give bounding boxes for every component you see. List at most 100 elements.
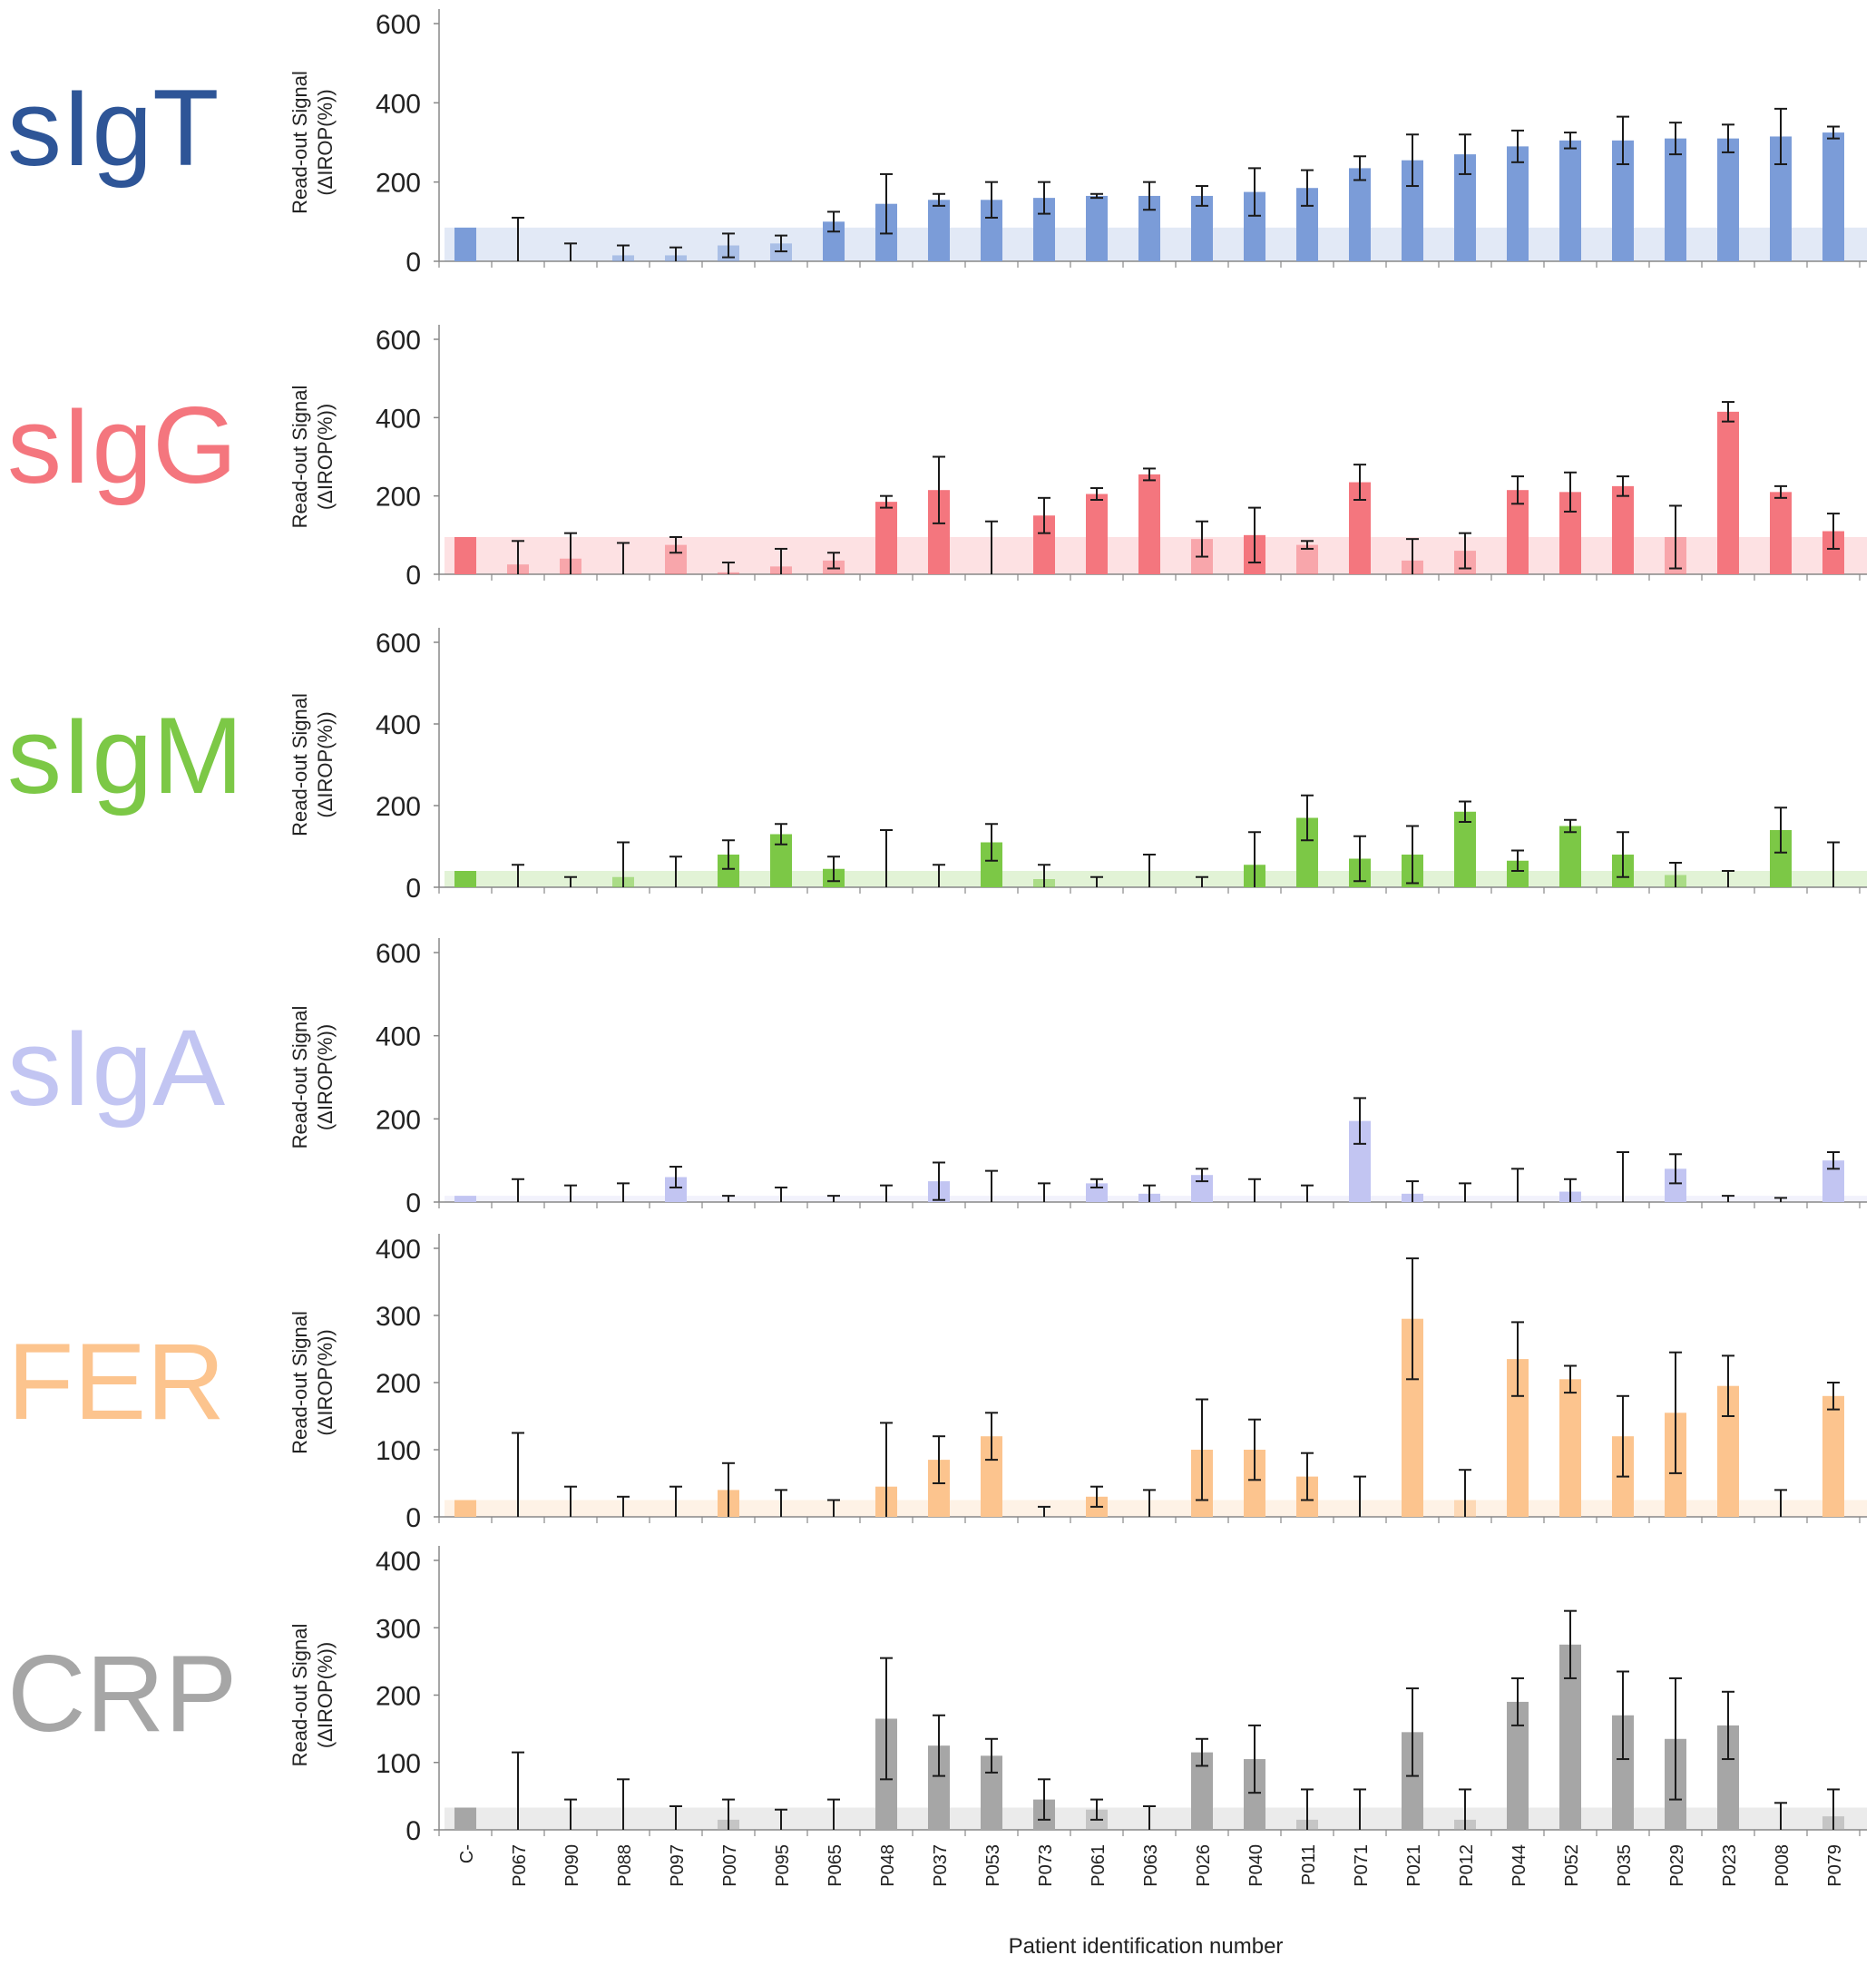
x-tick-label-p012: P012: [1457, 1844, 1477, 1887]
y-tick-label: 200: [376, 792, 421, 822]
panel-sigg: sIgG Read-out Signal (ΔIROP(%)) 0 200 400 600: [7, 325, 1867, 591]
y-axis-title: Read-out Signal (ΔIROP(%)): [288, 71, 337, 214]
y-tick-label: 400: [376, 1547, 421, 1577]
panel-label-crp: CRP: [7, 1633, 237, 1755]
bar-p061: [1086, 494, 1108, 574]
bar-p052: [1559, 140, 1581, 261]
x-tick-label-p079: P079: [1825, 1844, 1845, 1887]
y-tick-label: 200: [376, 483, 421, 513]
y-axis-title-line1: Read-out Signal: [288, 693, 311, 836]
bar-p044: [1507, 146, 1529, 261]
bar-c-: [454, 1500, 476, 1517]
x-tick-labels-group: C- P067 P090 P088 P097 P007 P095 P065 P048 P037 P0…: [457, 1844, 1845, 1887]
panel-label-sigm: sIgM: [7, 695, 243, 816]
y-axis-title: Read-out Signal (ΔIROP(%)): [288, 386, 337, 529]
x-tick-label-p008: P008: [1773, 1844, 1793, 1887]
bar-p023: [1717, 138, 1739, 261]
bar-c-: [454, 227, 476, 261]
panel-label-siga: sIgA: [7, 1007, 225, 1129]
bar-c-: [454, 536, 476, 574]
x-tick-label-p063: P063: [1141, 1844, 1161, 1887]
y-axis-title-line2: (ΔIROP(%)): [314, 1329, 337, 1435]
y-axis-title-line1: Read-out Signal: [288, 1624, 311, 1767]
bar-p095: [770, 243, 792, 261]
x-tick-label-p021: P021: [1404, 1844, 1424, 1887]
panel-fer: FER Read-out Signal (ΔIROP(%)) 0 100 200 300 40…: [7, 1234, 1867, 1533]
x-tick-label-p037: P037: [931, 1844, 951, 1887]
y-axis-title-line2: (ΔIROP(%)): [314, 711, 337, 817]
y-tick-label: 0: [405, 1188, 421, 1218]
panel-sigm: sIgM Read-out Signal (ΔIROP(%)) 0 200 400 600: [7, 628, 1867, 904]
x-tick-label-p097: P097: [668, 1844, 688, 1887]
y-tick-label: 0: [405, 1503, 421, 1533]
x-tick-label-p061: P061: [1089, 1844, 1109, 1887]
y-tick-label: 0: [405, 1816, 421, 1846]
bar-p079: [1822, 132, 1844, 261]
y-tick-label: 400: [376, 710, 421, 740]
bar-p012: [1454, 811, 1476, 887]
y-tick-label: 0: [405, 561, 421, 591]
x-tick-label-c-: C-: [457, 1844, 477, 1863]
bar-c-: [454, 1196, 476, 1202]
x-tick-label-p088: P088: [615, 1844, 635, 1887]
x-tick-label-p090: P090: [562, 1844, 582, 1887]
y-tick-label: 100: [376, 1436, 421, 1466]
y-axis-title-line1: Read-out Signal: [288, 386, 311, 529]
x-tick-label-p040: P040: [1246, 1844, 1266, 1887]
y-tick-label: 400: [376, 404, 421, 434]
x-tick-label-p095: P095: [773, 1844, 793, 1887]
x-tick-label-p011: P011: [1299, 1844, 1319, 1885]
x-tick-label-p071: P071: [1352, 1844, 1372, 1887]
y-axis-title-line2: (ΔIROP(%)): [314, 404, 337, 510]
bar-p052: [1559, 1379, 1581, 1517]
bar-p061: [1086, 195, 1108, 261]
y-axis-title: Read-out Signal (ΔIROP(%)): [288, 1006, 337, 1149]
y-axis-title: Read-out Signal (ΔIROP(%)): [288, 693, 337, 836]
y-axis-title-line2: (ΔIROP(%)): [314, 1642, 337, 1748]
y-tick-label: 200: [376, 1682, 421, 1712]
y-tick-label: 600: [376, 326, 421, 356]
y-axis-title-line1: Read-out Signal: [288, 1006, 311, 1149]
x-tick-label-p026: P026: [1194, 1844, 1214, 1887]
y-tick-label: 0: [405, 248, 421, 278]
x-tick-label-p029: P029: [1667, 1844, 1687, 1887]
x-tick-label-p052: P052: [1562, 1844, 1582, 1887]
panels-group: sIgT Read-out Signal (ΔIROP(%))0200400600s…: [7, 9, 1867, 1846]
bar-p023: [1717, 411, 1739, 574]
x-tick-label-p065: P065: [826, 1844, 845, 1887]
bar-p063: [1138, 474, 1160, 574]
bar-p035: [1612, 485, 1634, 574]
y-tick-label: 400: [376, 1235, 421, 1265]
panel-sigt: sIgT Read-out Signal (ΔIROP(%)) 0 200 400 600: [7, 9, 1867, 278]
y-tick-label: 400: [376, 89, 421, 119]
panel-label-sigt: sIgT: [7, 67, 219, 189]
x-tick-label-p035: P035: [1615, 1844, 1635, 1887]
x-tick-label-p048: P048: [878, 1844, 898, 1887]
y-axis-title: Read-out Signal (ΔIROP(%)): [288, 1624, 337, 1767]
y-axis-title-line1: Read-out Signal: [288, 1311, 311, 1454]
y-axis-title-line1: Read-out Signal: [288, 71, 311, 214]
y-tick-label: 600: [376, 10, 421, 40]
x-tick-label-p023: P023: [1720, 1844, 1740, 1887]
y-axis-title-line2: (ΔIROP(%)): [314, 89, 337, 195]
y-tick-label: 200: [376, 169, 421, 199]
threshold-band: [445, 1807, 1867, 1830]
y-tick-label: 300: [376, 1614, 421, 1644]
bar-p071: [1349, 168, 1371, 261]
x-tick-label-p067: P067: [510, 1844, 530, 1887]
x-axis-title: Patient identification number: [1009, 1934, 1284, 1959]
bar-p011: [1296, 544, 1318, 574]
x-tick-label-p007: P007: [720, 1844, 740, 1887]
x-tick-label-p073: P073: [1036, 1844, 1056, 1887]
threshold-band: [445, 871, 1867, 887]
bar-p079: [1822, 1395, 1844, 1517]
bar-c-: [454, 871, 476, 887]
y-tick-label: 400: [376, 1022, 421, 1052]
y-tick-label: 100: [376, 1749, 421, 1779]
x-tick-label-p044: P044: [1510, 1844, 1529, 1887]
panel-crp: CRP Read-out Signal (ΔIROP(%)) 0 100 200 300 40…: [7, 1546, 1867, 1846]
bar-p008: [1770, 492, 1792, 574]
y-tick-label: 200: [376, 1105, 421, 1135]
